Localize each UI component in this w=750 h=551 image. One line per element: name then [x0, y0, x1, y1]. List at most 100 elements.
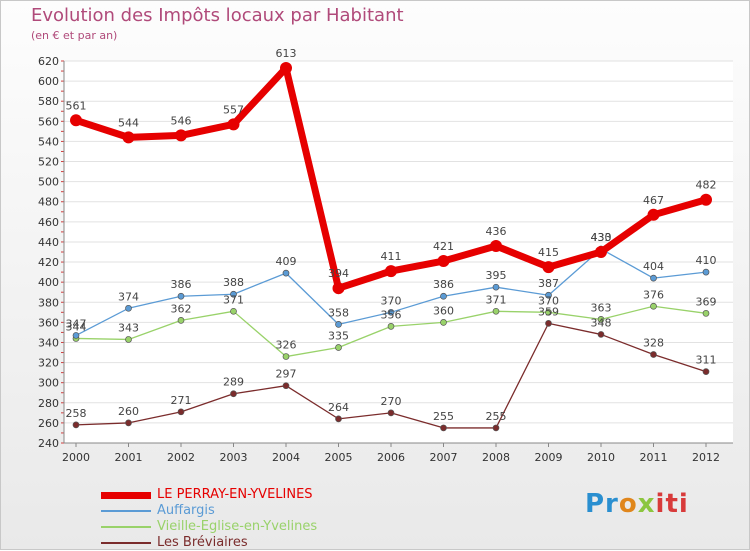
- data-point: [440, 292, 447, 300]
- chart-title: Evolution des Impôts locaux par Habitant: [31, 5, 404, 26]
- x-tick-label: 2009: [535, 451, 563, 464]
- data-point: [332, 282, 345, 295]
- data-label: 335: [328, 330, 349, 343]
- data-label: 362: [171, 302, 192, 315]
- data-point: [125, 304, 132, 312]
- data-label: 344: [66, 320, 87, 333]
- data-label-layer: 258 260 271 289 297 264 270 255 255 359 348 328 311 3…: [66, 47, 717, 423]
- data-point: [702, 268, 710, 276]
- data-label: 370: [381, 294, 402, 307]
- data-point: [230, 290, 237, 298]
- legend-swatch: [101, 510, 151, 512]
- data-point: [70, 114, 82, 127]
- y-tick-label: 600: [38, 75, 59, 88]
- axis-layer: 240 260 280 300 320 340 360 380 400 420 440 460 480 5…: [38, 55, 733, 464]
- data-point: [492, 307, 500, 315]
- data-label: 386: [433, 278, 454, 291]
- data-label: 260: [118, 405, 139, 418]
- y-tick-label: 300: [38, 377, 59, 390]
- data-point: [437, 255, 450, 268]
- data-label: 613: [276, 47, 297, 60]
- data-point: [282, 382, 290, 390]
- logo-part-4: iti: [655, 489, 689, 519]
- y-tick-label: 520: [38, 156, 59, 169]
- data-label: 374: [118, 290, 139, 303]
- data-point: [595, 246, 607, 258]
- data-point: [335, 415, 342, 423]
- data-point: [125, 336, 132, 343]
- data-label: 410: [696, 254, 717, 267]
- data-point: [492, 283, 500, 291]
- data-label: 264: [328, 401, 349, 414]
- data-point: [542, 261, 555, 274]
- data-label: 359: [538, 305, 559, 318]
- data-label: 557: [223, 103, 244, 116]
- data-label: 328: [643, 337, 664, 350]
- data-point: [647, 208, 660, 221]
- data-point: [175, 129, 187, 142]
- logo-part-3: x: [637, 489, 656, 519]
- logo-part-1: Pr: [585, 489, 619, 519]
- data-point: [387, 308, 395, 316]
- plot-area: [64, 61, 733, 443]
- y-tick-label: 440: [38, 236, 59, 249]
- data-point: [282, 269, 290, 277]
- data-point: [72, 332, 80, 339]
- data-label: 394: [328, 267, 349, 280]
- data-point: [702, 368, 710, 375]
- x-tick-label: 2002: [167, 451, 195, 464]
- y-tick-label: 620: [38, 55, 59, 68]
- y-tick-label: 280: [38, 397, 59, 410]
- data-label: 436: [486, 225, 507, 238]
- legend-label: Auffargis: [157, 503, 215, 518]
- data-point: [700, 193, 712, 206]
- data-point: [227, 118, 240, 131]
- data-label: 386: [171, 278, 192, 291]
- data-label: 289: [223, 376, 244, 389]
- data-label: 270: [381, 395, 402, 408]
- data-label: 371: [486, 293, 507, 306]
- data-label: 482: [696, 179, 717, 192]
- x-tick-label: 2000: [62, 451, 90, 464]
- data-label: 467: [643, 194, 664, 207]
- data-label: 370: [538, 294, 559, 307]
- data-point: [650, 351, 657, 358]
- y-tick-label: 260: [38, 417, 59, 430]
- series-layer: [70, 62, 712, 432]
- data-point: [387, 323, 395, 330]
- data-label: 255: [433, 410, 454, 423]
- x-tick-label: 2011: [640, 451, 668, 464]
- data-label: 348: [591, 316, 612, 329]
- legend-swatch: [101, 526, 151, 528]
- data-point: [177, 292, 185, 300]
- data-point: [490, 239, 502, 252]
- data-point: [177, 408, 185, 416]
- data-label: 376: [643, 288, 664, 301]
- data-label: 369: [696, 295, 717, 308]
- x-tick-label: 2008: [482, 451, 510, 464]
- data-label: 409: [276, 255, 297, 268]
- data-label: 415: [538, 246, 559, 259]
- y-tick-label: 360: [38, 316, 59, 329]
- data-point: [125, 419, 132, 427]
- data-point: [440, 319, 447, 326]
- data-point: [650, 274, 657, 282]
- data-label: 561: [66, 99, 87, 112]
- y-tick-label: 380: [38, 296, 59, 309]
- data-point: [545, 320, 552, 327]
- data-label: 311: [696, 354, 717, 367]
- data-point: [230, 390, 237, 398]
- data-label: 404: [643, 260, 664, 273]
- y-tick-label: 340: [38, 336, 59, 349]
- data-label: 326: [276, 339, 297, 352]
- data-point: [650, 302, 657, 310]
- chart-subtitle: (en € et par an): [31, 29, 118, 42]
- data-point: [387, 409, 395, 417]
- y-tick-label: 560: [38, 115, 59, 128]
- x-tick-label: 2005: [325, 451, 353, 464]
- data-label: 360: [433, 304, 454, 317]
- x-tick-label: 2012: [692, 451, 720, 464]
- data-point: [335, 344, 342, 351]
- data-label: 358: [328, 306, 349, 319]
- data-label: 297: [276, 368, 297, 381]
